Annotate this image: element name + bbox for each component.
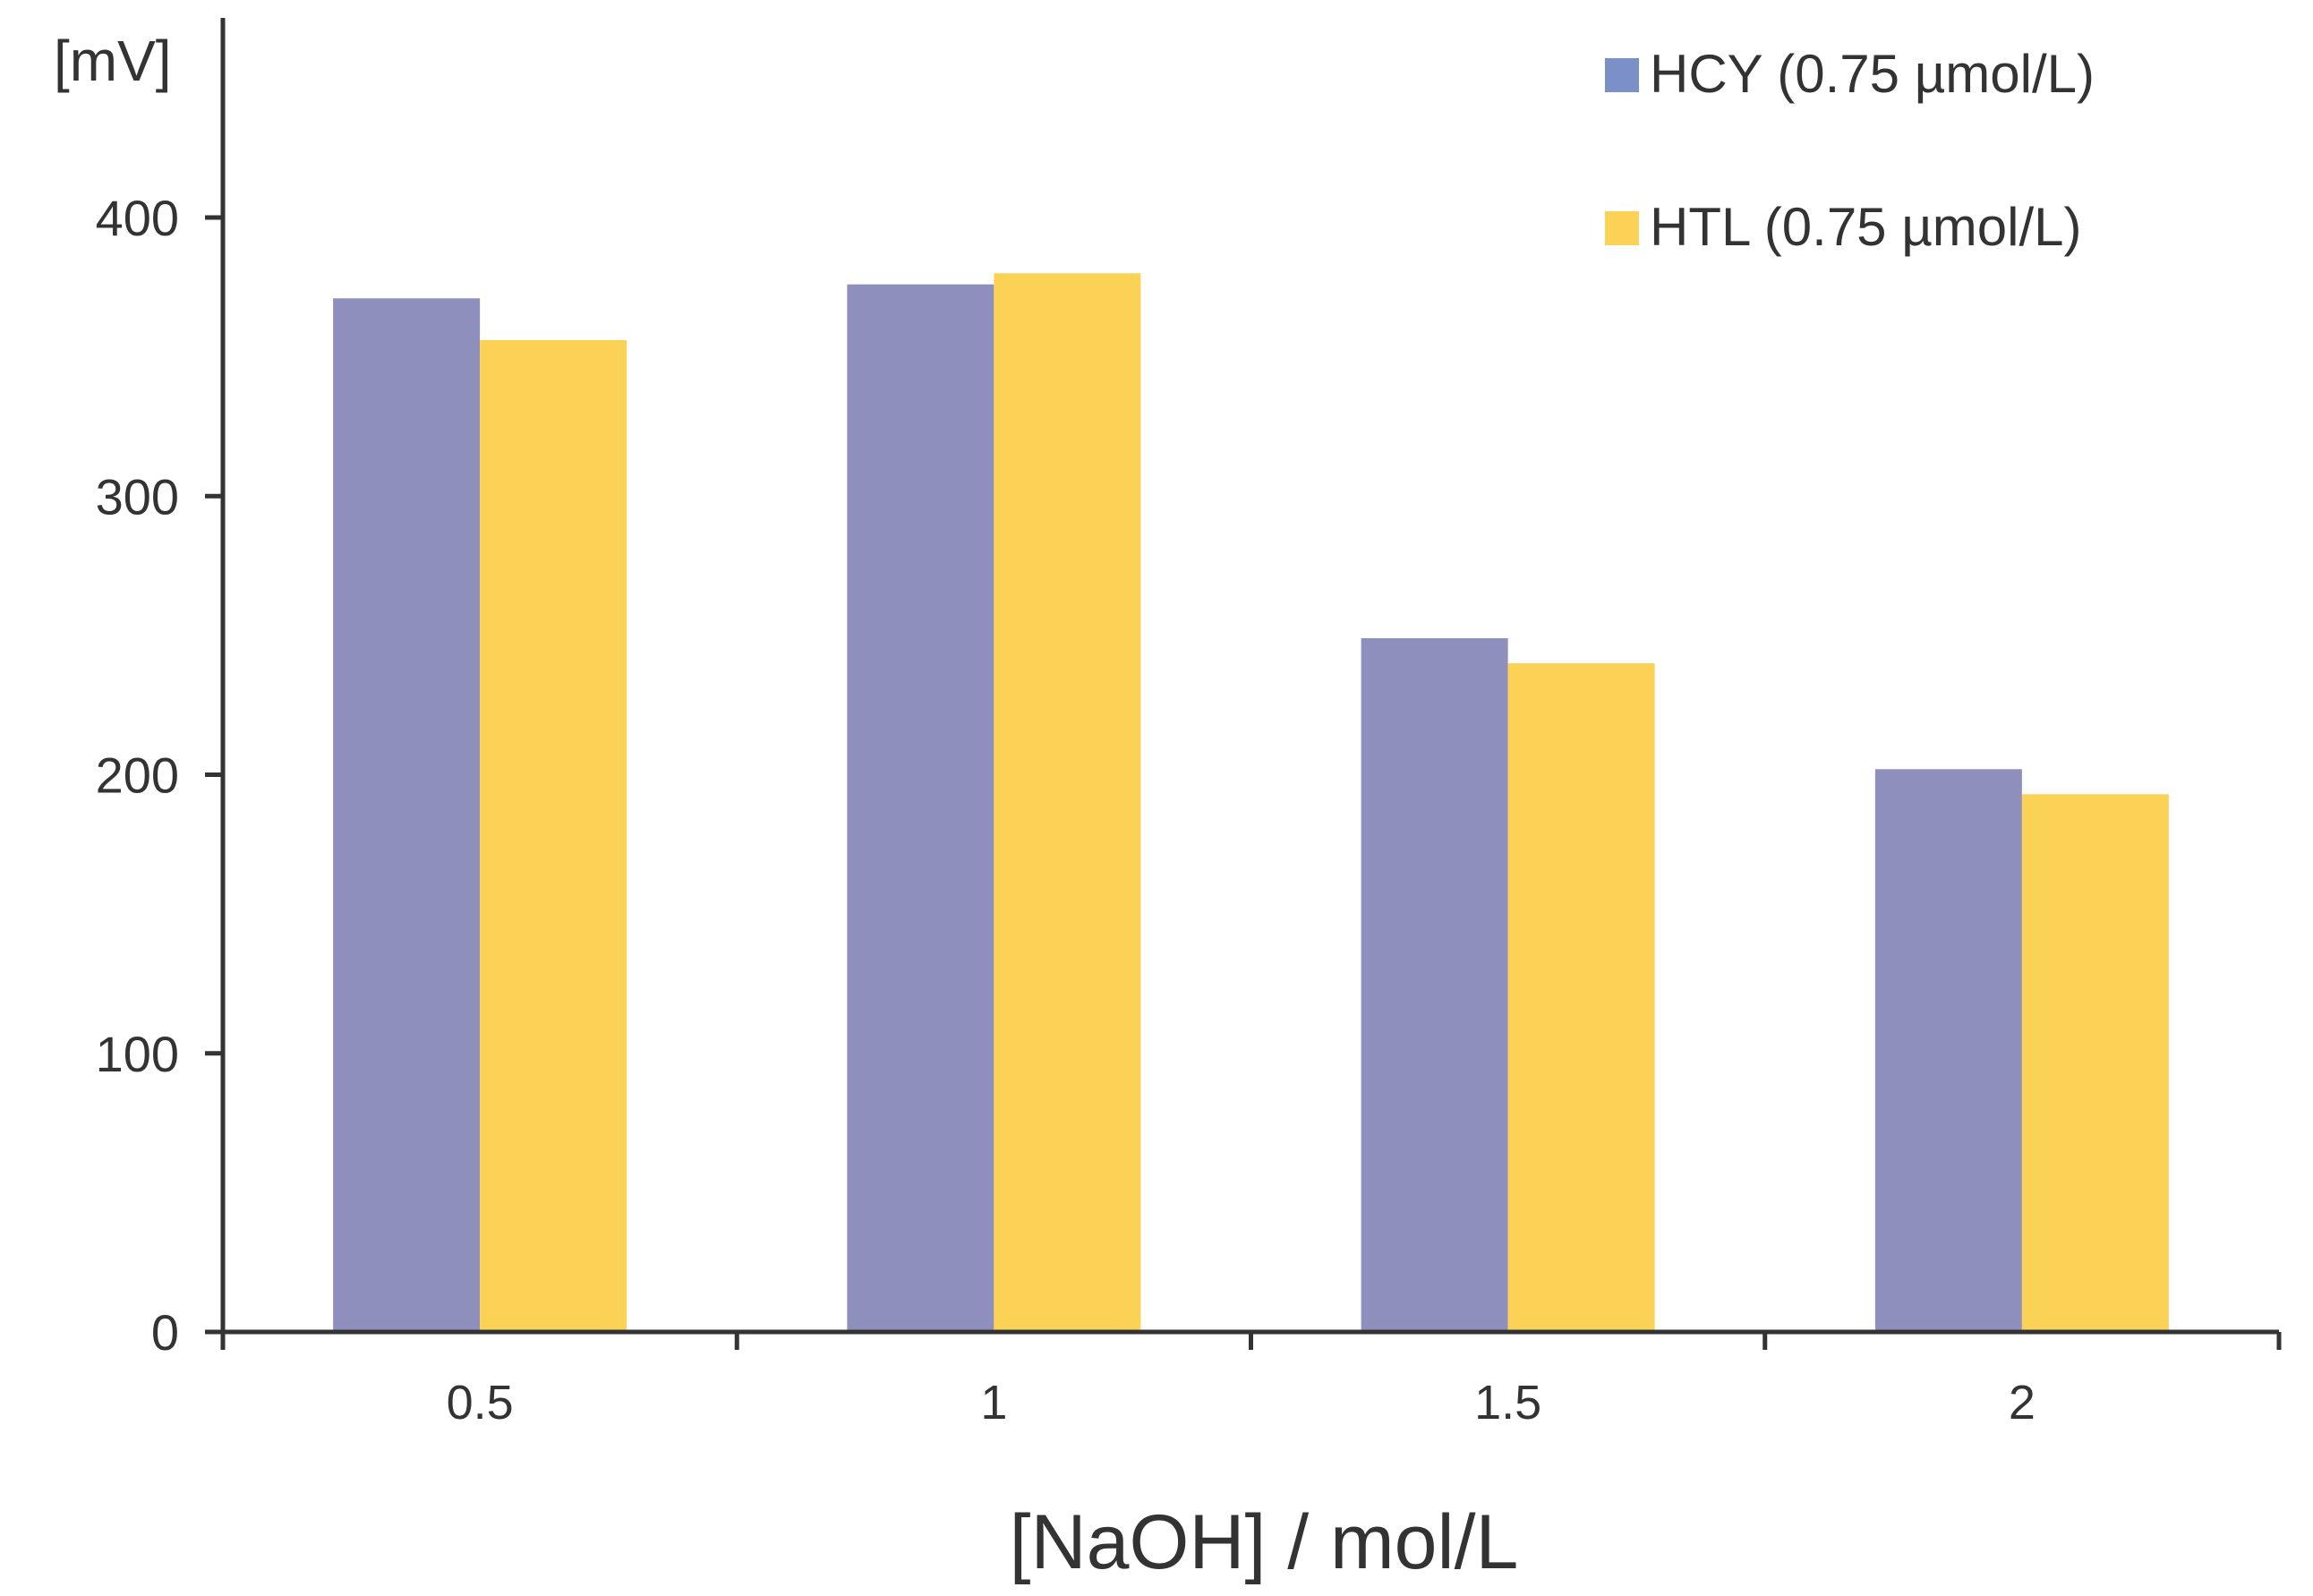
- bars-layer: [333, 273, 2169, 1333]
- x-tick-label: 0.5: [447, 1376, 514, 1430]
- y-tick-label: 200: [96, 747, 179, 804]
- ticks-layer: 0.5 1 1.5 2 0 100 200 300 400: [96, 190, 2282, 1430]
- y-tick-label: 100: [96, 1026, 179, 1082]
- y-tick-label: 0: [151, 1304, 179, 1361]
- bar-htl-0.5: [480, 339, 627, 1333]
- bar-htl-1.5: [1507, 663, 1655, 1332]
- bar-hcy-2: [1874, 769, 2022, 1332]
- x-tick-label: 1.5: [1474, 1376, 1541, 1430]
- y-tick-label: 400: [96, 190, 179, 246]
- bar-hcy-0.5: [333, 298, 481, 1333]
- bar-htl-2: [2021, 794, 2169, 1332]
- bar-htl-1: [994, 273, 1141, 1332]
- x-tick-label: 2: [2009, 1376, 2036, 1430]
- x-tick-label: 1: [980, 1376, 1007, 1430]
- legend-label-hcy: HCY (0.75 µmol/L): [1650, 44, 2095, 104]
- bar-hcy-1.5: [1361, 637, 1508, 1332]
- legend: HCY (0.75 µmol/L) HTL (0.75 µmol/L): [1605, 44, 2095, 257]
- y-tick-label: 300: [96, 468, 179, 525]
- bar-hcy-1: [847, 284, 994, 1333]
- legend-label-htl: HTL (0.75 µmol/L): [1650, 197, 2082, 257]
- x-axis-label: [NaOH] / mol/L: [1010, 1499, 1519, 1585]
- y-axis-label: [mV]: [54, 29, 172, 93]
- legend-swatch-hcy: [1605, 58, 1639, 92]
- legend-swatch-htl: [1605, 211, 1639, 245]
